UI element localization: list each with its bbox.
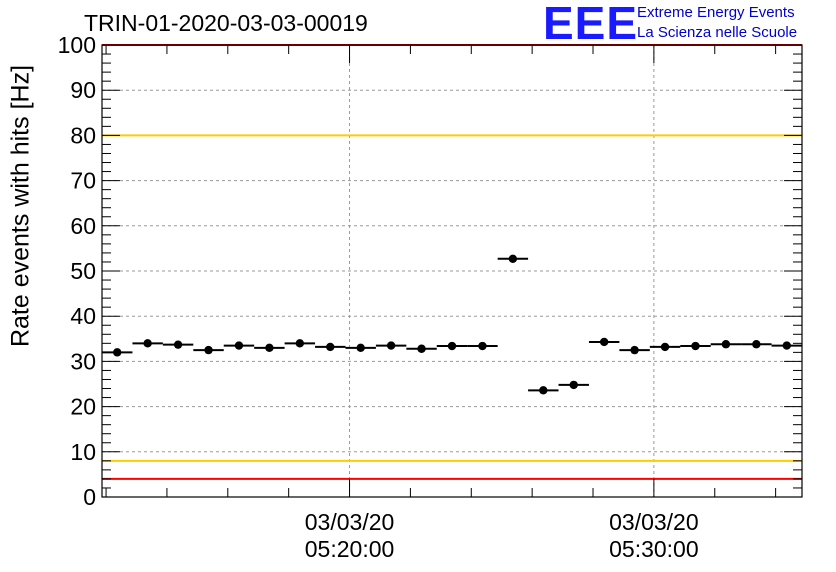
y-tick-label: 30 <box>70 348 96 374</box>
data-point <box>569 380 578 390</box>
chart-title: TRIN-01-2020-03-03-00019 <box>84 10 368 36</box>
data-point <box>508 254 518 263</box>
data-point <box>143 339 152 348</box>
logo-line-2: La Scienza nelle Scuole <box>637 24 798 41</box>
y-axis-label: Rate events with hits [Hz] <box>6 64 35 348</box>
data-point <box>265 343 274 353</box>
data-point <box>386 341 396 350</box>
data-point <box>234 341 244 350</box>
data-point <box>782 341 791 350</box>
x-tick-label-time: 05:20:00 <box>305 536 395 562</box>
y-tick-label: 100 <box>58 32 96 58</box>
data-point <box>356 343 365 353</box>
y-tick-label: 50 <box>70 258 96 284</box>
data-point <box>660 342 670 352</box>
x-tick-label-date: 03/03/20 <box>305 509 395 535</box>
y-tick-label: 40 <box>70 303 96 329</box>
x-tick-label-date: 03/03/20 <box>609 509 699 535</box>
data-point <box>599 337 609 347</box>
data-point <box>204 345 213 355</box>
data-point <box>752 340 761 349</box>
data-point <box>173 340 183 349</box>
y-tick-label: 60 <box>70 213 96 239</box>
data-point <box>113 348 122 357</box>
data-point <box>721 340 731 349</box>
data-point <box>630 345 639 355</box>
data-point <box>478 341 487 351</box>
y-tick-label: 0 <box>83 484 96 510</box>
data-point <box>691 341 700 351</box>
data-point <box>447 341 457 351</box>
data-point <box>326 342 335 352</box>
x-tick-label-time: 05:30:00 <box>609 536 699 562</box>
eee-logo: EEE <box>543 0 639 49</box>
y-tick-label: 70 <box>70 168 96 194</box>
data-point <box>417 344 426 353</box>
data-point <box>295 339 305 348</box>
data-point <box>539 386 548 395</box>
logo-line-1: Extreme Energy Events <box>637 4 795 21</box>
y-tick-label: 80 <box>70 122 96 148</box>
y-tick-label: 20 <box>70 394 96 420</box>
y-tick-label: 10 <box>70 439 96 465</box>
y-tick-label: 90 <box>70 77 96 103</box>
